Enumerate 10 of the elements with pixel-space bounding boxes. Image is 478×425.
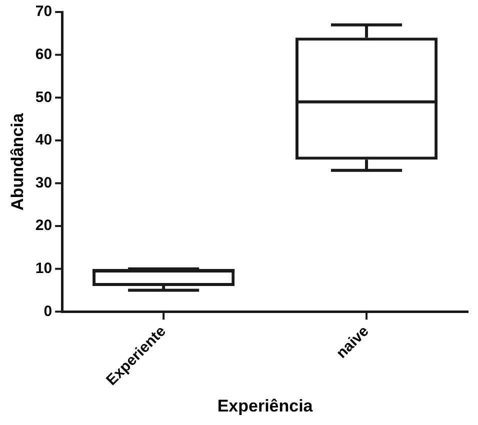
y-tick-label: 0 (44, 302, 52, 320)
y-tick-label: 70 (35, 3, 52, 20)
y-tick-label: 50 (35, 88, 52, 106)
y-tick-label: 20 (35, 217, 52, 234)
y-tick-label: 40 (35, 132, 52, 149)
y-axis-title: Abundância (8, 112, 27, 210)
x-axis-title: Experiência (217, 396, 314, 416)
y-tick-label: 10 (35, 260, 52, 277)
y-tick-label: 60 (35, 46, 52, 63)
y-tick-label: 30 (35, 174, 52, 192)
